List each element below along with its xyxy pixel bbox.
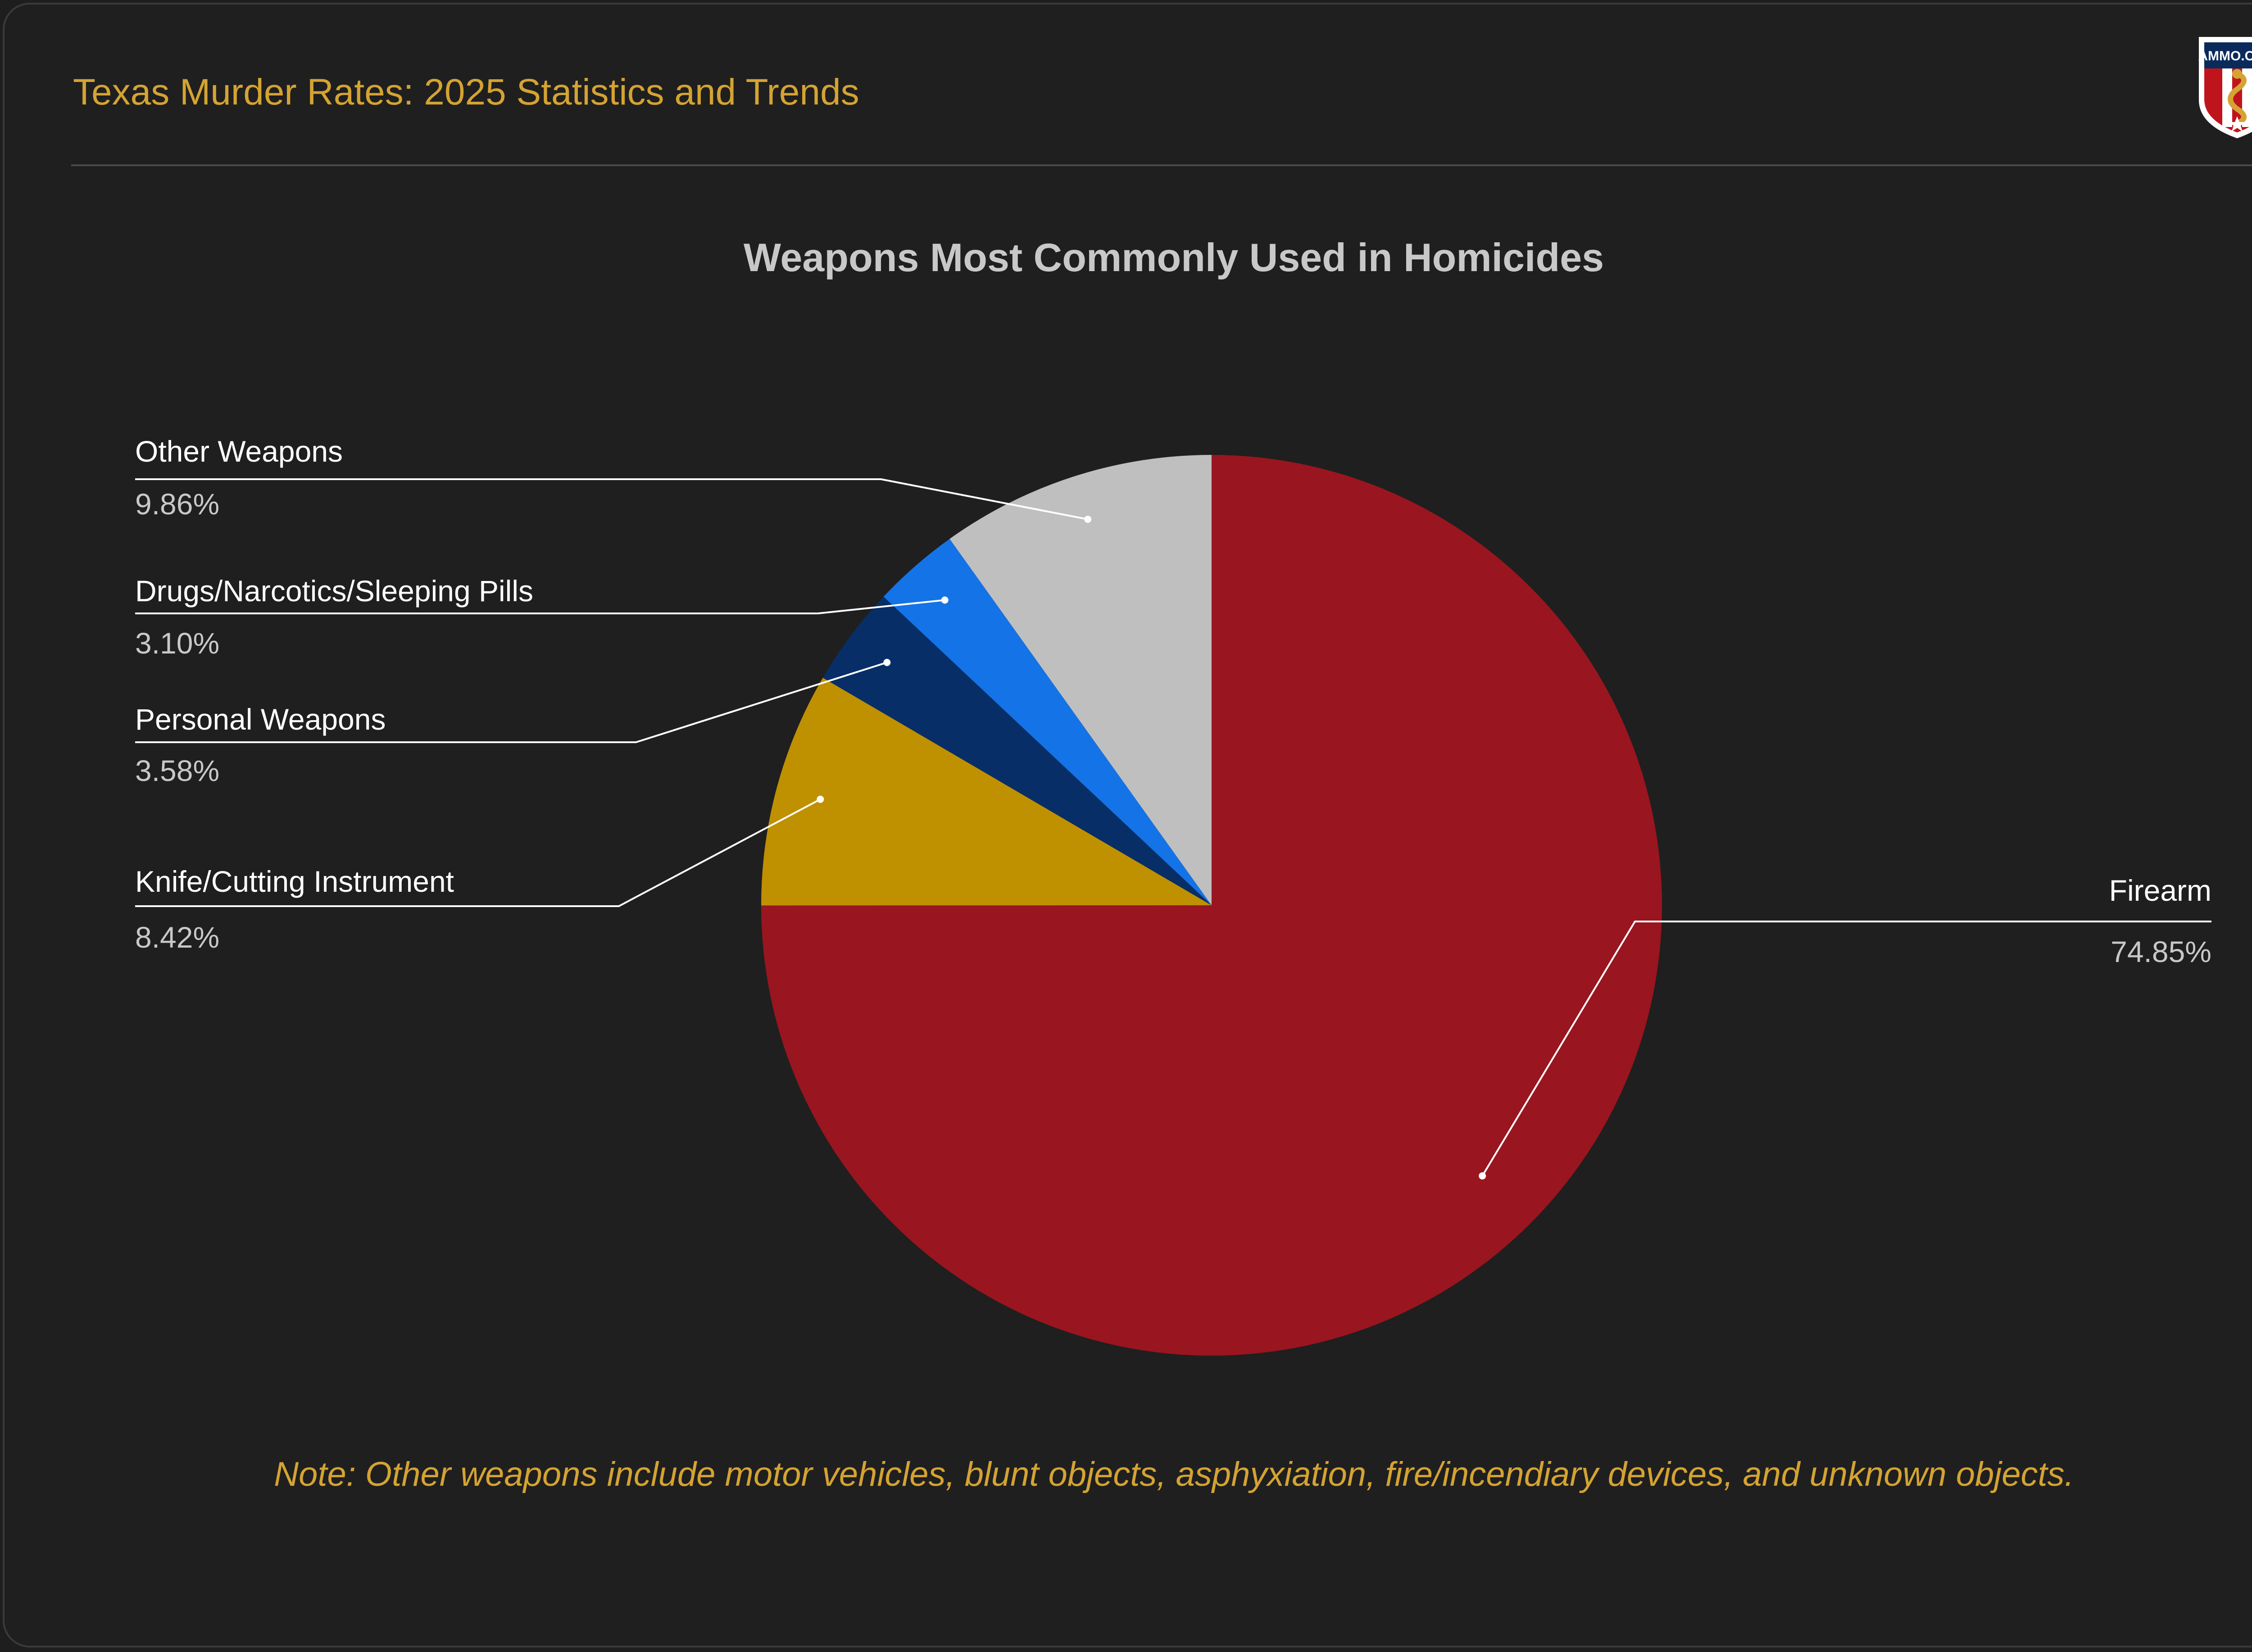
leader-line xyxy=(1481,921,2211,1176)
leader-line xyxy=(135,661,887,743)
pie-slice-personal-weapons xyxy=(822,596,1212,905)
leader-line xyxy=(135,599,945,614)
slice-value: 9.86% xyxy=(135,487,219,521)
pie-chart: Weapons Most Commonly Used in Homicides … xyxy=(135,235,2211,1356)
slice-value: 3.58% xyxy=(135,754,219,787)
slice-value: 74.85% xyxy=(2111,935,2211,968)
leader-line xyxy=(135,798,821,907)
slice-label: Firearm xyxy=(2109,874,2211,907)
slice-label: Other Weapons xyxy=(135,435,343,468)
ammo-logo: AMMO.COM xyxy=(2198,37,2252,138)
chart-card: Texas Murder Rates: 2025 Statistics and … xyxy=(3,3,2252,1647)
header-divider xyxy=(71,164,2252,166)
slice-label: Personal Weapons xyxy=(135,703,386,736)
pie-slice-drugs-narcotics-sleeping-pills xyxy=(883,539,1212,905)
page-title: Texas Murder Rates: 2025 Statistics and … xyxy=(73,72,859,113)
chart-note: Note: Other weapons include motor vehicl… xyxy=(274,1455,2074,1493)
slice-value: 8.42% xyxy=(135,921,219,954)
slice-value: 3.10% xyxy=(135,626,219,660)
pie-slice-other-weapons xyxy=(949,455,1212,905)
slice-label: Knife/Cutting Instrument xyxy=(135,865,454,898)
leader-dot xyxy=(1084,515,1092,523)
leader-dot xyxy=(883,658,891,666)
pie-slice-knife-cutting-instrument xyxy=(761,677,1212,906)
leader-dot xyxy=(941,596,949,604)
chart-title: Weapons Most Commonly Used in Homicides xyxy=(744,235,1604,280)
leader-dot xyxy=(1479,1172,1486,1180)
slice-label: Drugs/Narcotics/Sleeping Pills xyxy=(135,574,533,608)
logo-text: AMMO.COM xyxy=(2198,49,2252,64)
leader-dot xyxy=(817,795,824,803)
leader-line xyxy=(135,478,1088,520)
